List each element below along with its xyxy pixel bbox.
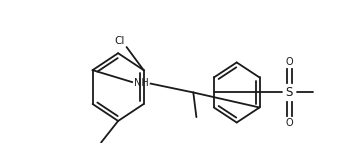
- Text: S: S: [286, 86, 293, 99]
- Text: NH: NH: [134, 78, 149, 88]
- Text: O: O: [286, 57, 293, 67]
- Text: O: O: [286, 118, 293, 128]
- Text: Cl: Cl: [115, 35, 125, 46]
